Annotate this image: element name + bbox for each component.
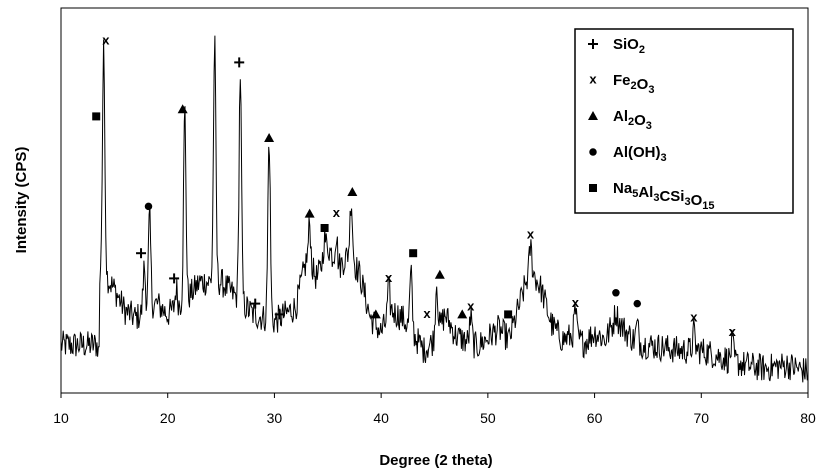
cross-marker: x xyxy=(527,227,535,242)
x-tick-label: 40 xyxy=(373,410,389,426)
legend-item-circle: Al(OH)3 xyxy=(589,144,667,164)
x-tick-label: 20 xyxy=(160,410,176,426)
circle-marker xyxy=(612,289,620,297)
cross-marker: x xyxy=(690,310,698,325)
triangle-marker xyxy=(457,309,468,319)
legend-label: Na5Al3CSi3O15 xyxy=(613,180,715,212)
circle-marker xyxy=(633,299,642,308)
cross-marker: x xyxy=(467,299,475,314)
square-icon xyxy=(589,184,597,192)
cross-marker: x xyxy=(102,32,110,47)
x-axis-title: Degree (2 theta) xyxy=(379,452,492,469)
plot-area xyxy=(60,35,809,383)
cross-icon: x xyxy=(589,72,597,87)
plus-marker xyxy=(250,298,261,309)
label-part: O xyxy=(691,192,703,209)
cross-marker: x xyxy=(572,295,580,310)
triangle-icon xyxy=(588,111,598,120)
label-subscript: 5 xyxy=(632,188,638,200)
label-subscript: 3 xyxy=(684,196,690,208)
label-part: Al xyxy=(613,108,628,125)
legend-label: Fe2O3 xyxy=(613,72,654,96)
label-subscript: 15 xyxy=(702,200,714,212)
plus-icon xyxy=(588,39,598,49)
legend-item-cross: x Fe2O3 xyxy=(589,72,654,97)
triangle-marker xyxy=(177,104,188,114)
x-axis-ticks: 10 20 30 40 50 60 70 80 xyxy=(53,393,816,426)
triangle-marker xyxy=(264,133,275,142)
triangle-marker xyxy=(304,208,315,218)
legend-label: Al2O3 xyxy=(613,108,652,132)
label-part: Na xyxy=(613,180,633,197)
label-part: Al xyxy=(638,184,653,201)
legend-box xyxy=(574,28,794,214)
legend-item-triangle: Al2O3 xyxy=(588,108,652,132)
square-marker xyxy=(409,249,418,258)
plus-marker xyxy=(274,309,285,320)
label-subscript: 3 xyxy=(646,120,652,132)
x-tick-label: 30 xyxy=(267,410,283,426)
plus-marker xyxy=(169,273,180,284)
cross-marker: x xyxy=(423,306,431,321)
triangle-marker xyxy=(434,269,445,279)
label-subscript: 2 xyxy=(639,44,645,56)
square-marker xyxy=(504,310,513,319)
x-tick-label: 10 xyxy=(53,410,69,426)
label-part: CSi xyxy=(659,188,684,205)
label-part: O xyxy=(634,112,646,129)
square-marker xyxy=(320,224,329,232)
x-tick-label: 70 xyxy=(693,410,709,426)
label-part: O xyxy=(637,76,649,93)
cross-marker: x xyxy=(729,324,737,339)
phase-markers: x x x x x x x x x xyxy=(92,32,737,339)
triangle-marker xyxy=(370,309,381,319)
plot-frame xyxy=(60,7,809,394)
label-part: SiO xyxy=(613,36,639,53)
y-axis-title: Intensity (CPS) xyxy=(13,147,30,254)
label-part: Al(OH) xyxy=(613,144,661,161)
label-subscript: 2 xyxy=(628,116,634,128)
x-tick-label: 50 xyxy=(480,410,496,426)
plus-marker xyxy=(136,248,147,259)
legend-label: Al(OH)3 xyxy=(613,144,667,164)
cross-marker: x xyxy=(333,205,341,220)
label-subscript: 3 xyxy=(653,192,659,204)
axes xyxy=(60,7,809,394)
triangle-marker xyxy=(347,187,358,196)
plus-marker xyxy=(234,57,245,68)
circle-marker xyxy=(144,202,153,211)
diffraction-pattern-line xyxy=(60,35,809,383)
label-subscript: 2 xyxy=(631,80,637,92)
cross-marker: x xyxy=(385,270,393,285)
x-tick-label: 80 xyxy=(800,410,816,426)
label-part: Fe xyxy=(613,72,631,89)
legend-label: SiO2 xyxy=(613,36,645,56)
label-subscript: 3 xyxy=(648,84,654,96)
x-tick-label: 60 xyxy=(587,410,603,426)
legend-item-square: Na5Al3CSi3O15 xyxy=(589,180,715,212)
circle-icon xyxy=(589,148,597,156)
square-marker xyxy=(92,112,101,121)
legend-item-plus: SiO2 xyxy=(588,36,645,56)
label-subscript: 3 xyxy=(661,152,667,164)
